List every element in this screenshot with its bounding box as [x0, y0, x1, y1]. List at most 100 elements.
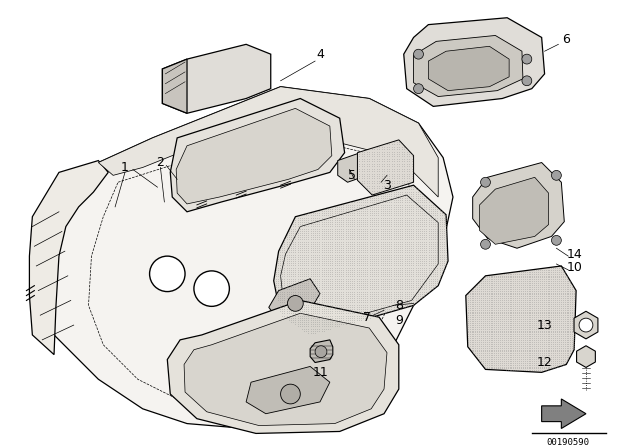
Point — [390, 281, 401, 289]
Point — [543, 359, 553, 366]
Point — [424, 288, 434, 295]
Point — [557, 289, 568, 296]
Point — [522, 268, 532, 276]
Point — [345, 297, 355, 304]
Point — [552, 358, 562, 365]
Point — [432, 229, 442, 237]
Point — [535, 297, 545, 304]
Point — [275, 308, 285, 315]
Point — [419, 286, 429, 293]
Point — [419, 275, 429, 282]
Point — [565, 338, 575, 345]
Point — [365, 229, 375, 237]
Point — [516, 342, 526, 349]
Point — [567, 312, 577, 319]
Point — [552, 318, 562, 325]
Point — [327, 277, 337, 284]
Point — [520, 335, 530, 342]
Point — [424, 284, 434, 291]
Point — [332, 290, 342, 297]
Point — [323, 233, 333, 241]
Point — [500, 306, 511, 313]
Point — [543, 314, 553, 321]
Point — [384, 253, 394, 260]
Point — [399, 299, 410, 306]
Point — [565, 318, 575, 325]
Point — [378, 232, 388, 239]
Point — [373, 225, 383, 232]
Point — [299, 238, 309, 245]
Point — [336, 312, 346, 319]
Point — [356, 168, 367, 175]
Point — [527, 287, 538, 294]
Point — [430, 223, 440, 230]
Point — [556, 268, 566, 276]
Point — [336, 247, 346, 254]
Point — [360, 294, 371, 302]
Point — [360, 255, 371, 263]
Point — [535, 308, 545, 315]
Point — [504, 308, 515, 315]
Point — [512, 338, 522, 345]
Point — [552, 329, 562, 336]
Point — [548, 365, 558, 372]
Point — [550, 266, 560, 273]
Point — [336, 262, 346, 269]
Point — [563, 346, 573, 353]
Point — [356, 172, 367, 180]
Point — [504, 270, 515, 277]
Point — [325, 247, 335, 254]
Point — [474, 287, 484, 294]
Point — [389, 158, 399, 165]
Point — [432, 218, 442, 225]
Point — [358, 268, 368, 276]
Point — [316, 218, 326, 225]
Point — [290, 218, 300, 225]
Point — [567, 348, 577, 355]
Point — [527, 268, 538, 276]
Point — [522, 287, 532, 294]
Point — [529, 287, 540, 294]
Point — [284, 264, 294, 271]
Point — [502, 331, 513, 338]
Point — [417, 255, 427, 263]
Point — [314, 253, 324, 260]
Point — [319, 327, 329, 334]
Point — [408, 186, 419, 193]
Point — [435, 238, 445, 245]
Point — [301, 294, 312, 302]
Point — [512, 336, 522, 344]
Point — [273, 288, 283, 295]
Point — [365, 207, 375, 215]
Point — [554, 306, 564, 313]
Point — [314, 297, 324, 304]
Point — [376, 284, 386, 291]
Point — [495, 319, 505, 327]
Point — [371, 260, 381, 267]
Point — [417, 284, 427, 291]
Point — [436, 218, 447, 225]
Point — [524, 306, 534, 313]
Point — [569, 298, 579, 306]
Point — [369, 168, 380, 175]
Point — [282, 290, 292, 297]
Point — [284, 240, 294, 247]
Point — [476, 336, 486, 344]
Point — [561, 301, 572, 308]
Point — [417, 293, 427, 300]
Point — [537, 302, 547, 310]
Point — [533, 280, 543, 287]
Point — [353, 203, 364, 210]
Point — [319, 288, 329, 295]
Point — [358, 236, 368, 243]
Point — [484, 314, 494, 321]
Point — [419, 245, 429, 252]
Point — [373, 238, 383, 245]
Point — [395, 210, 405, 217]
Point — [297, 216, 307, 224]
Point — [535, 287, 545, 294]
Point — [428, 279, 438, 286]
Point — [365, 306, 375, 313]
Point — [349, 303, 360, 310]
Point — [552, 348, 562, 355]
